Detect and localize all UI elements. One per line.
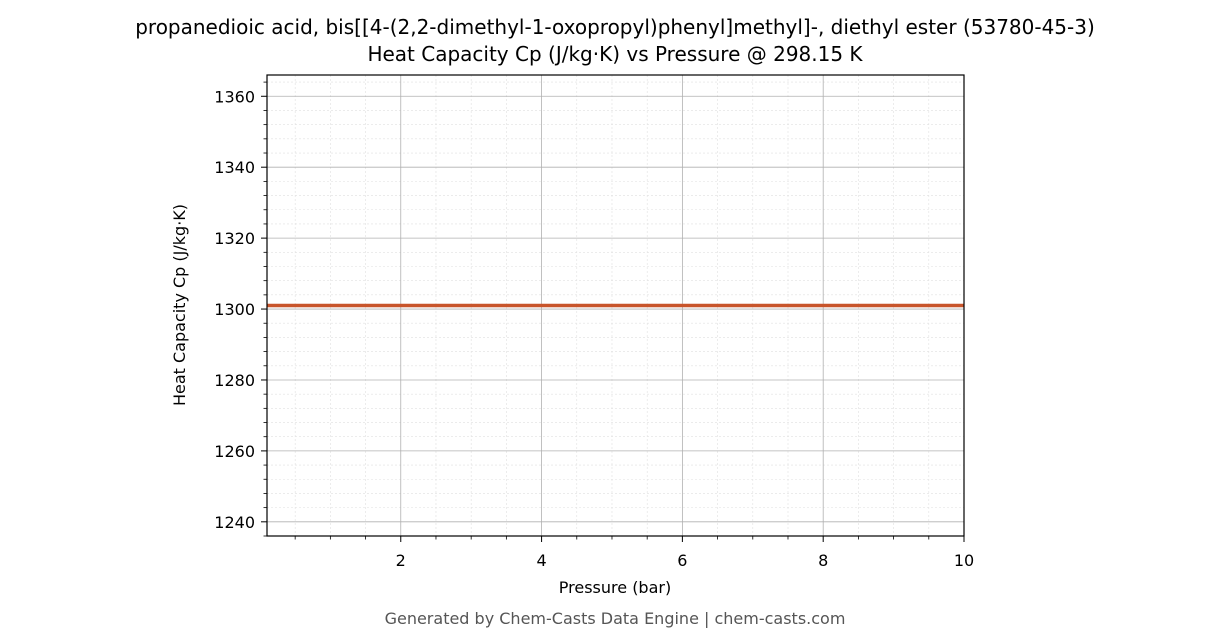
y-tick-label: 1320 xyxy=(214,229,255,248)
y-tick-label: 1240 xyxy=(214,513,255,532)
plot-area: 2 4 6 8 10 1240 1260 1280 1300 1320 1340 1360 xyxy=(214,74,974,570)
y-tick-label: 1360 xyxy=(214,87,255,106)
y-tick-label: 1260 xyxy=(214,442,255,461)
x-tick-label: 10 xyxy=(954,551,974,570)
x-tick-label: 2 xyxy=(396,551,406,570)
footer-credit: Generated by Chem-Casts Data Engine | ch… xyxy=(385,609,846,628)
x-axis-ticks: 2 4 6 8 10 xyxy=(294,536,974,570)
chart-subtitle: Heat Capacity Cp (J/kg·K) vs Pressure @ … xyxy=(367,42,863,66)
x-tick-label: 4 xyxy=(536,551,546,570)
y-tick-label: 1340 xyxy=(214,158,255,177)
x-tick-label: 8 xyxy=(818,551,828,570)
plot-frame xyxy=(266,74,965,537)
y-axis-ticks: 1240 1260 1280 1300 1320 1340 1360 xyxy=(214,81,267,537)
chart-title: propanedioic acid, bis[[4-(2,2-dimethyl-… xyxy=(135,15,1095,39)
x-axis-label: Pressure (bar) xyxy=(559,578,671,597)
y-tick-label: 1280 xyxy=(214,371,255,390)
y-tick-label: 1300 xyxy=(214,300,255,319)
minor-grid xyxy=(267,75,964,537)
y-axis-label: Heat Capacity Cp (J/kg·K) xyxy=(170,204,189,406)
x-tick-label: 6 xyxy=(677,551,687,570)
